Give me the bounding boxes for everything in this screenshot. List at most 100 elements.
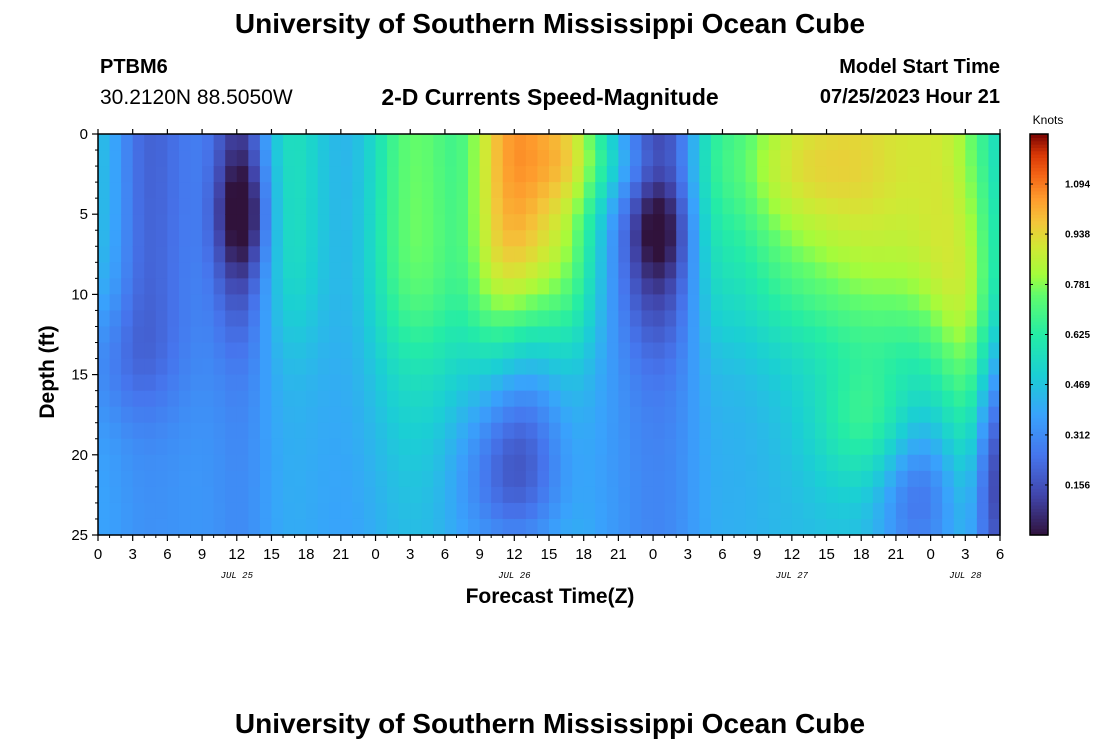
heatmap-cell [283,502,296,520]
heatmap-cell [213,166,226,183]
heatmap-cell [907,422,920,440]
heatmap-cell [387,134,400,151]
heatmap-cell [202,390,215,408]
heatmap-cell [976,262,990,279]
heatmap-cell [502,310,515,328]
heatmap-cell [537,150,550,167]
heatmap-cell [560,214,573,231]
heatmap-cell [410,294,423,312]
heatmap-cell [895,518,909,536]
heatmap-cell [641,502,654,520]
heatmap-cell [653,406,666,424]
heatmap-cell [976,374,990,392]
heatmap-cell [259,262,273,279]
heatmap-cell [375,262,388,279]
heatmap-cell [317,518,330,536]
heatmap-cell [791,310,805,328]
heatmap-cell [456,310,469,328]
heatmap-cell [884,470,897,488]
heatmap-cell [479,214,492,231]
heatmap-cell [653,246,666,263]
heatmap-cell [329,502,342,520]
heatmap-cell [745,310,758,328]
heatmap-cell [595,502,608,520]
heatmap-cell [595,454,608,472]
heatmap-cell [988,502,1001,520]
heatmap-cell [618,182,631,199]
colorbar-segment [1030,144,1048,148]
heatmap-cell [745,518,758,536]
heatmap-cell [109,214,122,231]
heatmap-cell [98,182,111,199]
colorbar-tick-label: 0.312 [1065,430,1090,441]
heatmap-cell [687,406,700,424]
heatmap-cell [375,230,388,247]
heatmap-cell [444,214,458,231]
heatmap-cell [271,502,284,520]
heatmap-cell [780,326,793,344]
heatmap-cell [363,214,377,231]
heatmap-cell [664,214,677,231]
date-label: JUL 28 [949,571,982,581]
x-tick-label: 15 [818,546,835,563]
heatmap-cell [953,150,966,167]
colorbar-segment [1030,277,1048,282]
heatmap-cell [479,438,492,456]
heatmap-cell [953,486,966,504]
heatmap-cell [306,150,319,167]
colorbar-segment [1030,304,1048,309]
heatmap-cell [213,342,226,360]
heatmap-cell [687,454,700,472]
colorbar-segment [1030,217,1048,222]
heatmap-cell [271,182,284,199]
heatmap-cell [375,358,388,376]
x-tick-label: 3 [684,546,692,563]
heatmap-cell [572,182,585,199]
heatmap-cell [109,374,122,392]
heatmap-cell [363,518,377,536]
heatmap-cell [468,310,481,328]
heatmap-cell [734,182,747,199]
heatmap-cell [861,518,874,536]
heatmap-cell [317,166,330,183]
heatmap-cell [444,326,458,344]
heatmap-cell [826,422,839,440]
heatmap-cell [722,214,735,231]
heatmap-cell [942,502,955,520]
heatmap-cell [271,294,284,312]
heatmap-cell [653,374,666,392]
heatmap-cell [329,518,342,536]
heatmap-cell [572,470,585,488]
heatmap-cell [98,150,111,167]
heatmap-cell [306,502,319,520]
heatmap-cell [283,438,296,456]
heatmap-cell [294,294,307,312]
heatmap-cell [375,422,388,440]
heatmap-cell [606,214,619,231]
heatmap-cell [595,134,608,151]
heatmap-cell [225,310,238,328]
colorbar-segment [1030,134,1048,138]
heatmap-cell [745,406,758,424]
heatmap-cell [537,374,550,392]
heatmap-cell [525,486,539,504]
colorbar-segment [1030,401,1048,406]
heatmap-cell [583,518,596,536]
heatmap-cell [121,134,134,151]
y-tick-label: 15 [71,367,88,384]
heatmap-cell [225,502,238,520]
heatmap-cell [271,406,284,424]
heatmap-cell [572,422,585,440]
heatmap-cell [583,198,596,215]
heatmap-cell [780,262,793,279]
model-start-value: 07/25/2023 Hour 21 [819,86,1000,108]
heatmap-cell [953,358,966,376]
heatmap-cell [479,374,492,392]
colorbar-segment [1030,184,1048,189]
heatmap-cell [213,134,226,151]
heatmap-cell [838,166,851,183]
heatmap-cell [248,422,261,440]
heatmap-cell [734,134,747,151]
heatmap-cell [283,374,296,392]
